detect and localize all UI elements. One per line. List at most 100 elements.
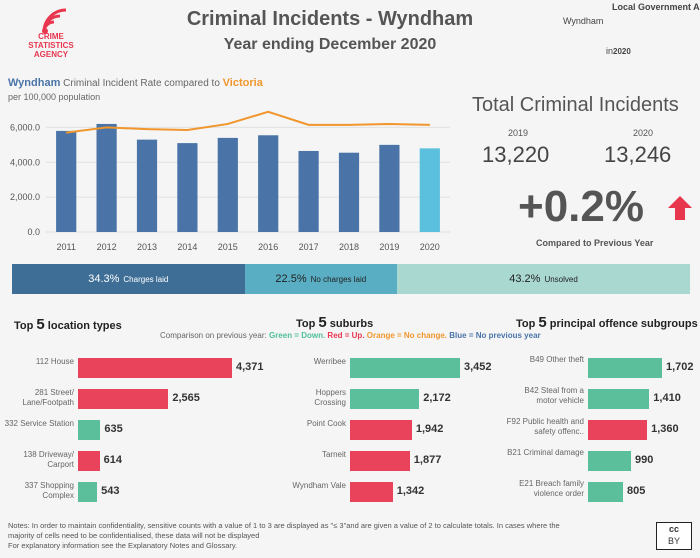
list-item[interactable]: B42 Steal from a motor vehicle 1,410 — [500, 386, 700, 417]
year-filter-value[interactable]: 2020 — [613, 47, 631, 56]
notes-line-3[interactable]: For explanatory information see the Expl… — [8, 541, 238, 550]
locations-title-n: 5 — [36, 316, 45, 333]
x-tick-label: 2014 — [177, 242, 197, 252]
list-item[interactable]: 138 Driveway/ Carport 614 — [0, 448, 290, 479]
list-item[interactable]: 112 House 4,371 — [0, 355, 290, 386]
cc-line-1: cc — [668, 524, 679, 534]
notes-line-2: majority of cells need to be confidentia… — [8, 531, 260, 540]
list-item-label: Tarneit — [321, 450, 346, 459]
list-item-bar — [350, 420, 412, 440]
list-item-bar — [78, 451, 100, 471]
victoria-point — [429, 124, 431, 126]
list-item-value: 990 — [635, 454, 654, 466]
list-item-label: B49 Other theft — [529, 355, 584, 364]
outcome-unsolved[interactable]: 43.2% Unsolved — [397, 264, 690, 294]
victoria-point — [106, 126, 108, 128]
year-prev-label: 2019 — [508, 128, 529, 138]
list-item-label: E21 Breach family violence order — [519, 479, 584, 498]
list-item[interactable]: E21 Breach family violence order 805 — [500, 479, 700, 510]
page-subtitle: Year ending December 2020 — [223, 36, 437, 53]
offences-title-post: principal offence subgroups — [546, 318, 698, 330]
legend-red: Red = Up. — [327, 331, 365, 340]
page-title: Criminal Incidents - Wyndham — [186, 8, 474, 30]
list-item[interactable]: Werribee 3,452 — [290, 355, 500, 386]
list-item[interactable]: F92 Public health and safety offenc.. 1,3… — [500, 417, 700, 448]
outcome-pct: 22.5% — [275, 273, 307, 285]
wyndham-bar — [258, 135, 279, 232]
cc-license-icon[interactable]: cc BY — [656, 522, 692, 550]
list-item[interactable]: 281 Street/ Lane/Footpath 2,565 — [0, 386, 290, 417]
year-filter[interactable]: in2020 — [606, 46, 631, 56]
list-item-label: F92 Public health and safety offenc.. — [506, 417, 584, 436]
notes: Notes: In order to maintain confidential… — [8, 521, 648, 551]
x-tick-label: 2016 — [258, 242, 278, 252]
logo-icon — [42, 8, 67, 34]
list-item[interactable]: Point Cook 1,942 — [290, 417, 500, 448]
list-item[interactable]: 337 Shopping Complex 543 — [0, 479, 290, 510]
y-tick-label: 0.0 — [27, 227, 40, 237]
offences-title-pre: Top — [516, 318, 539, 330]
total-curr-value: 13,246 — [604, 142, 672, 167]
offences-title: Top 5 principal offence subgroups — [516, 314, 698, 331]
list-item[interactable]: Tarneit 1,877 — [290, 448, 500, 479]
list-item[interactable]: Hoppers Crossing 2,172 — [290, 386, 500, 417]
y-tick-label: 6,000.0 — [10, 122, 40, 132]
outcome-label: Charges laid — [123, 274, 169, 284]
suburbs-title: Top 5 suburbs — [296, 314, 373, 331]
rate-chart-area: Wyndham — [8, 77, 61, 89]
legend-blue: Blue = No previous year — [449, 331, 541, 340]
list-item-label: 112 House — [35, 357, 74, 366]
outcome-label: Unsolved — [544, 274, 578, 284]
list-item-label: Point Cook — [306, 419, 346, 428]
list-item-bar — [588, 358, 662, 378]
outcome-pct: 34.3% — [88, 273, 120, 285]
list-item-bar — [78, 358, 232, 378]
list-item-label: Wyndham Vale — [292, 481, 346, 490]
x-tick-label: 2011 — [57, 242, 76, 252]
list-item[interactable]: B49 Other theft 1,702 — [500, 355, 700, 386]
list-item-bar — [78, 420, 101, 440]
list-item-value: 2,565 — [172, 392, 200, 404]
list-item-bar — [78, 389, 169, 409]
list-item-value: 4,371 — [236, 361, 264, 373]
victoria-point — [348, 124, 350, 126]
list-item[interactable]: 332 Service Station 635 — [0, 417, 290, 448]
year-curr-label: 2020 — [633, 128, 654, 138]
y-tick-label: 4,000.0 — [10, 157, 40, 167]
legend-prefix: Comparison on previous year: — [160, 331, 269, 340]
list-item-value: 543 — [101, 485, 120, 497]
lga-filter-value[interactable]: Wyndham — [563, 16, 604, 26]
comparison-legend: Comparison on previous year: Green = Dow… — [160, 331, 541, 340]
outcome-charges-laid[interactable]: 34.3% Charges laid — [12, 264, 245, 294]
total-prev-value: 13,220 — [482, 142, 550, 167]
rate-chart: 0.0 2,000.0 4,000.0 6,000.0 2011 2012 2013 2014… — [10, 110, 450, 252]
list-item-label: B42 Steal from a motor vehicle — [524, 386, 584, 405]
list-item-bar — [588, 420, 648, 440]
victoria-point — [308, 124, 310, 126]
x-tick-label: 2013 — [137, 242, 157, 252]
list-item-value: 1,360 — [651, 423, 679, 435]
x-tick-label: 2019 — [379, 242, 399, 252]
list-item-bar — [350, 358, 460, 378]
suburbs-title-post: suburbs — [326, 318, 374, 330]
legend-green: Green = Down. — [268, 331, 326, 340]
list-item-label: Hoppers Crossing — [314, 388, 346, 407]
list-item[interactable]: B21 Criminal damage 990 — [500, 448, 700, 479]
offences-list: B49 Other theft 1,702 B42 Steal from a mot… — [500, 355, 700, 515]
list-item-label: 281 Street/ Lane/Footpath — [22, 388, 74, 407]
victoria-point — [65, 132, 67, 134]
outcome-no-charges[interactable]: 22.5% No charges laid — [244, 264, 398, 294]
wyndham-bar — [298, 150, 319, 232]
wyndham-bar — [217, 137, 238, 232]
suburbs-title-n: 5 — [318, 314, 327, 331]
list-item-value: 1,942 — [415, 423, 444, 435]
list-item-bar — [588, 451, 632, 471]
wyndham-bar — [56, 130, 77, 232]
list-item[interactable]: Wyndham Vale 1,342 — [290, 479, 500, 510]
list-item-label: B21 Criminal damage — [507, 448, 584, 457]
list-item-value: 2,172 — [423, 392, 451, 404]
lga-filter-label: Local Government Area — [612, 2, 700, 12]
x-tick-label: 2018 — [339, 242, 359, 252]
outcome-bar: 34.3% Charges laid 22.5% No charges laid 4… — [12, 264, 690, 294]
cc-line-2: BY — [667, 536, 680, 546]
